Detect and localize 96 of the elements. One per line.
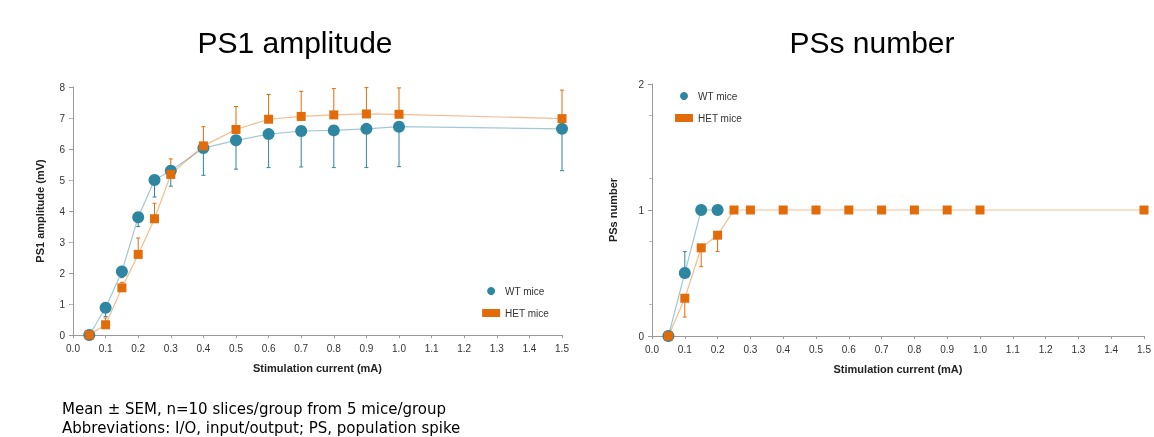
point: [680, 293, 690, 303]
point: [166, 169, 176, 179]
point: [877, 205, 887, 215]
x-tick-label: 1.0: [973, 343, 988, 355]
point: [115, 265, 128, 278]
point: [745, 205, 755, 215]
x-tick-label: 1.4: [1104, 343, 1119, 355]
point: [99, 301, 112, 314]
x-tick-label: 0.3: [743, 343, 758, 355]
y-tick-label: 1: [59, 298, 66, 310]
point: [696, 243, 706, 253]
x-tick-label: 0.6: [841, 343, 857, 355]
point: [360, 122, 373, 135]
x-tick-label: 0.2: [131, 342, 146, 354]
point: [556, 122, 568, 135]
y-tick-label: 8: [59, 81, 66, 93]
point: [1139, 205, 1149, 215]
y-tick-label: 0: [638, 330, 645, 342]
y-tick-label: 2: [638, 78, 645, 90]
point: [361, 109, 371, 119]
point: [811, 205, 821, 215]
x-tick-label: 0.1: [677, 343, 693, 355]
x-tick-label: 1.2: [457, 342, 472, 354]
x-tick-label: 0.3: [163, 342, 179, 354]
point: [198, 141, 208, 151]
point: [394, 109, 404, 119]
x-tick-label: 1.2: [1038, 343, 1053, 355]
x-tick-label: 1.5: [555, 342, 570, 354]
point: [695, 204, 708, 216]
x-tick-label: 0.8: [907, 343, 922, 355]
x-tick-label: 0.8: [326, 342, 342, 354]
text: Mean ± SEM, n=10 slices/group from 5 mice/group: [62, 400, 448, 419]
x-tick-label: 1.0: [392, 342, 407, 354]
y-tick-label: 2: [59, 267, 66, 279]
legend-label: HET mice: [698, 112, 743, 124]
x-tick-label: 1.3: [489, 342, 505, 354]
x-tick-label: 0.9: [359, 342, 374, 354]
y-axis-title: PSs number: [606, 177, 619, 243]
point: [711, 204, 724, 216]
x-tick-label: 1.1: [1005, 343, 1021, 355]
x-tick-label: 1.1: [424, 342, 439, 354]
point: [393, 120, 405, 133]
point: [230, 134, 242, 147]
x-tick-label: 0.5: [229, 342, 244, 354]
text: Abbreviations: I/O, input/output; PS, population spike: [62, 419, 461, 437]
x-tick-label: 0.4: [776, 343, 791, 355]
point: [844, 205, 854, 215]
x-tick-label: 0.9: [940, 343, 955, 355]
x-tick-label: 0.0: [66, 342, 81, 354]
x-tick-label: 1.3: [1071, 343, 1086, 355]
point: [975, 205, 985, 215]
legend-label: WT mice: [505, 285, 545, 297]
point: [264, 114, 274, 124]
x-tick-label: 1.4: [522, 342, 537, 354]
y-axis-title: PS1 amplitude (mV): [33, 159, 46, 263]
point: [296, 111, 306, 121]
x-tick-label: 0.7: [294, 342, 309, 354]
x-tick-label: 1.5: [1137, 343, 1152, 355]
point: [117, 283, 127, 293]
x-axis-title: Stimulation current (mA): [833, 362, 963, 375]
y-tick-label: 3: [59, 236, 66, 248]
y-tick-label: 0: [59, 329, 66, 341]
point: [262, 128, 275, 141]
point: [329, 110, 339, 120]
point: [133, 249, 143, 259]
x-tick-label: 0.7: [874, 343, 889, 355]
point: [942, 205, 952, 215]
x-tick-label: 0.2: [710, 343, 725, 355]
point: [101, 320, 111, 330]
point: [231, 124, 241, 134]
point: [295, 125, 308, 138]
x-tick-label: 0.6: [261, 342, 276, 354]
point: [327, 124, 340, 137]
y-tick-label: 1: [638, 204, 645, 216]
x-tick-label: 0.1: [98, 342, 113, 354]
chart-title: PSs number: [789, 25, 955, 59]
point: [132, 211, 145, 224]
y-tick-label: 4: [59, 205, 66, 217]
legend-label: HET mice: [505, 307, 550, 319]
point: [713, 230, 723, 240]
x-tick-label: 0.4: [196, 342, 211, 354]
legend-label: WT mice: [698, 90, 738, 102]
y-tick-label: 5: [59, 174, 66, 186]
point: [148, 174, 161, 186]
point: [150, 214, 159, 224]
chart-title: PS1 amplitude: [197, 25, 393, 59]
x-tick-label: 0.0: [645, 343, 660, 355]
y-tick-label: 7: [59, 112, 66, 124]
x-axis-title: Stimulation current (mA): [253, 361, 383, 374]
point: [557, 114, 567, 124]
point: [678, 267, 691, 279]
x-tick-label: 0.5: [809, 343, 824, 355]
y-tick-label: 6: [59, 143, 66, 155]
point: [909, 205, 919, 215]
point: [729, 205, 739, 215]
point: [778, 205, 788, 215]
